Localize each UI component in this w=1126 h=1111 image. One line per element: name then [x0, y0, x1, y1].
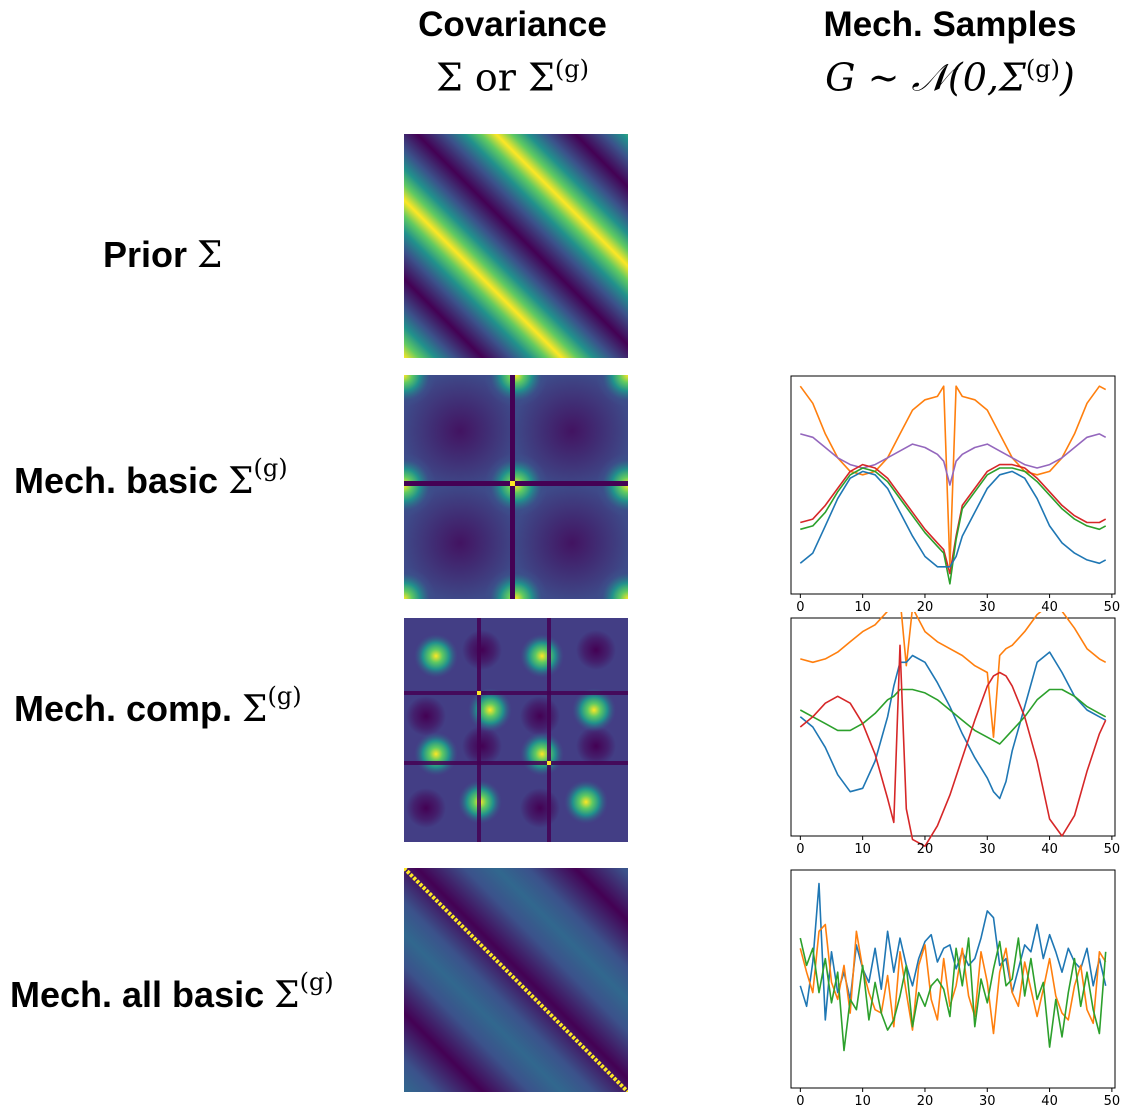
heatmap-prior	[404, 134, 628, 358]
dark-line	[404, 691, 628, 695]
dark-region	[576, 630, 616, 670]
x-tick-label: 40	[1041, 600, 1058, 612]
bright-blob	[564, 780, 608, 824]
samples-formula-sup: (g)	[1025, 55, 1060, 83]
row-label-text: Mech. comp.	[14, 688, 243, 729]
covariance-header: Covariance Σ or Σ(g)	[370, 5, 655, 100]
dark-line	[547, 618, 551, 842]
series-line-blue	[799, 470, 1107, 568]
sigma-symbol: Σ	[242, 689, 268, 730]
x-tick-label: 30	[979, 1094, 996, 1109]
covariance-header-formula: Σ or Σ(g)	[370, 47, 655, 100]
x-tick-label: 50	[1104, 600, 1121, 612]
bright-blob	[414, 634, 458, 678]
bright-blob	[520, 732, 564, 776]
x-tick-label: 20	[917, 1094, 934, 1109]
covariance-header-title: Covariance	[418, 5, 607, 44]
dark-region	[514, 485, 628, 599]
x-tick-label: 40	[1041, 1094, 1058, 1109]
sample-plot-1: 0 10 20 30 40 50	[790, 375, 1121, 612]
bright-blob	[596, 567, 628, 599]
center-point	[477, 691, 481, 695]
sigma-superscript: (g)	[299, 968, 334, 996]
samples-header: Mech. Samples G ∼ 𝒩(0,Σ(g))	[775, 5, 1125, 100]
sigma-symbol: Σ	[197, 235, 223, 276]
x-tick-label: 10	[854, 1094, 871, 1109]
series-line-green	[799, 688, 1107, 745]
dark-region	[406, 696, 446, 736]
heatmap-mech-basic	[404, 375, 628, 599]
x-tick-label: 10	[854, 600, 871, 612]
dark-region	[462, 630, 502, 670]
dark-region	[520, 788, 560, 828]
x-tick-label: 0	[796, 842, 804, 857]
x-tick-label: 30	[979, 600, 996, 612]
row-label-text: Mech. basic	[14, 460, 229, 501]
bright-blob	[404, 567, 436, 599]
series-line-orange	[799, 385, 1107, 568]
dark-line	[510, 375, 515, 599]
x-tick-label: 0	[796, 600, 804, 612]
row-label-mech-all-basic: Mech. all basic Σ(g)	[10, 968, 334, 1016]
center-point	[547, 761, 551, 765]
x-tick-label: 20	[917, 842, 934, 857]
bright-blob	[484, 567, 548, 599]
dark-line	[477, 618, 481, 842]
x-tick-label: 50	[1104, 842, 1121, 857]
x-tick-label: 20	[917, 600, 934, 612]
dark-region	[404, 485, 518, 599]
heatmap-mech-comp	[404, 618, 628, 842]
row-label-mech-comp: Mech. comp. Σ(g)	[14, 682, 302, 730]
x-tick-label: 40	[1041, 842, 1058, 857]
series-line-purple	[800, 433, 1107, 486]
samples-formula-text: G ∼ 𝒩(0,Σ	[825, 55, 1026, 100]
samples-header-formula: G ∼ 𝒩(0,Σ(g))	[775, 47, 1125, 100]
bright-blob	[596, 375, 628, 407]
heatmap-mech-all-basic	[404, 868, 628, 1092]
center-point	[510, 481, 515, 486]
sample-plot-3: 0 10 20 30 40 50	[790, 869, 1121, 1109]
row-label-text: Prior	[103, 234, 198, 275]
plot-frame	[790, 617, 1116, 837]
sigma-superscript: (g)	[253, 454, 288, 482]
dark-region	[404, 375, 518, 489]
bright-blob	[572, 688, 616, 732]
dark-region	[462, 726, 502, 766]
row-label-mech-basic: Mech. basic Σ(g)	[14, 454, 288, 502]
bright-blob	[414, 732, 458, 776]
row-label-prior: Prior Σ	[103, 234, 222, 276]
bright-blob	[520, 634, 564, 678]
diagonal-line	[404, 868, 628, 1092]
bright-blob	[484, 375, 548, 407]
series-line-blue	[799, 651, 1107, 800]
samples-formula-close: )	[1059, 55, 1075, 100]
series-line-red	[799, 644, 1107, 847]
dark-region	[576, 726, 616, 766]
covariance-formula-text: Σ or Σ	[435, 55, 555, 100]
sigma-superscript: (g)	[267, 682, 302, 710]
series-line-orange	[800, 612, 1107, 738]
samples-header-title: Mech. Samples	[823, 5, 1077, 44]
dark-region	[520, 696, 560, 736]
dark-region	[406, 788, 446, 828]
dark-line	[404, 761, 628, 765]
series-line-orange	[799, 923, 1107, 1035]
bright-blob	[404, 375, 436, 407]
series-line-red	[800, 463, 1107, 575]
sigma-symbol: Σ	[274, 975, 300, 1016]
x-tick-label: 50	[1104, 1094, 1121, 1109]
sample-plot-2: 0 10 20 30 40 50	[790, 612, 1121, 857]
row-label-text: Mech. all basic	[10, 974, 275, 1015]
x-tick-label: 30	[979, 842, 996, 857]
heatmap-prior-fill	[404, 134, 628, 358]
dark-region	[514, 375, 628, 489]
series-line-green	[799, 937, 1107, 1052]
x-tick-label: 0	[796, 1094, 804, 1109]
sigma-symbol: Σ	[228, 461, 254, 502]
x-tick-label: 10	[854, 842, 871, 857]
covariance-formula-sup: (g)	[554, 55, 590, 83]
dark-line	[404, 481, 628, 486]
